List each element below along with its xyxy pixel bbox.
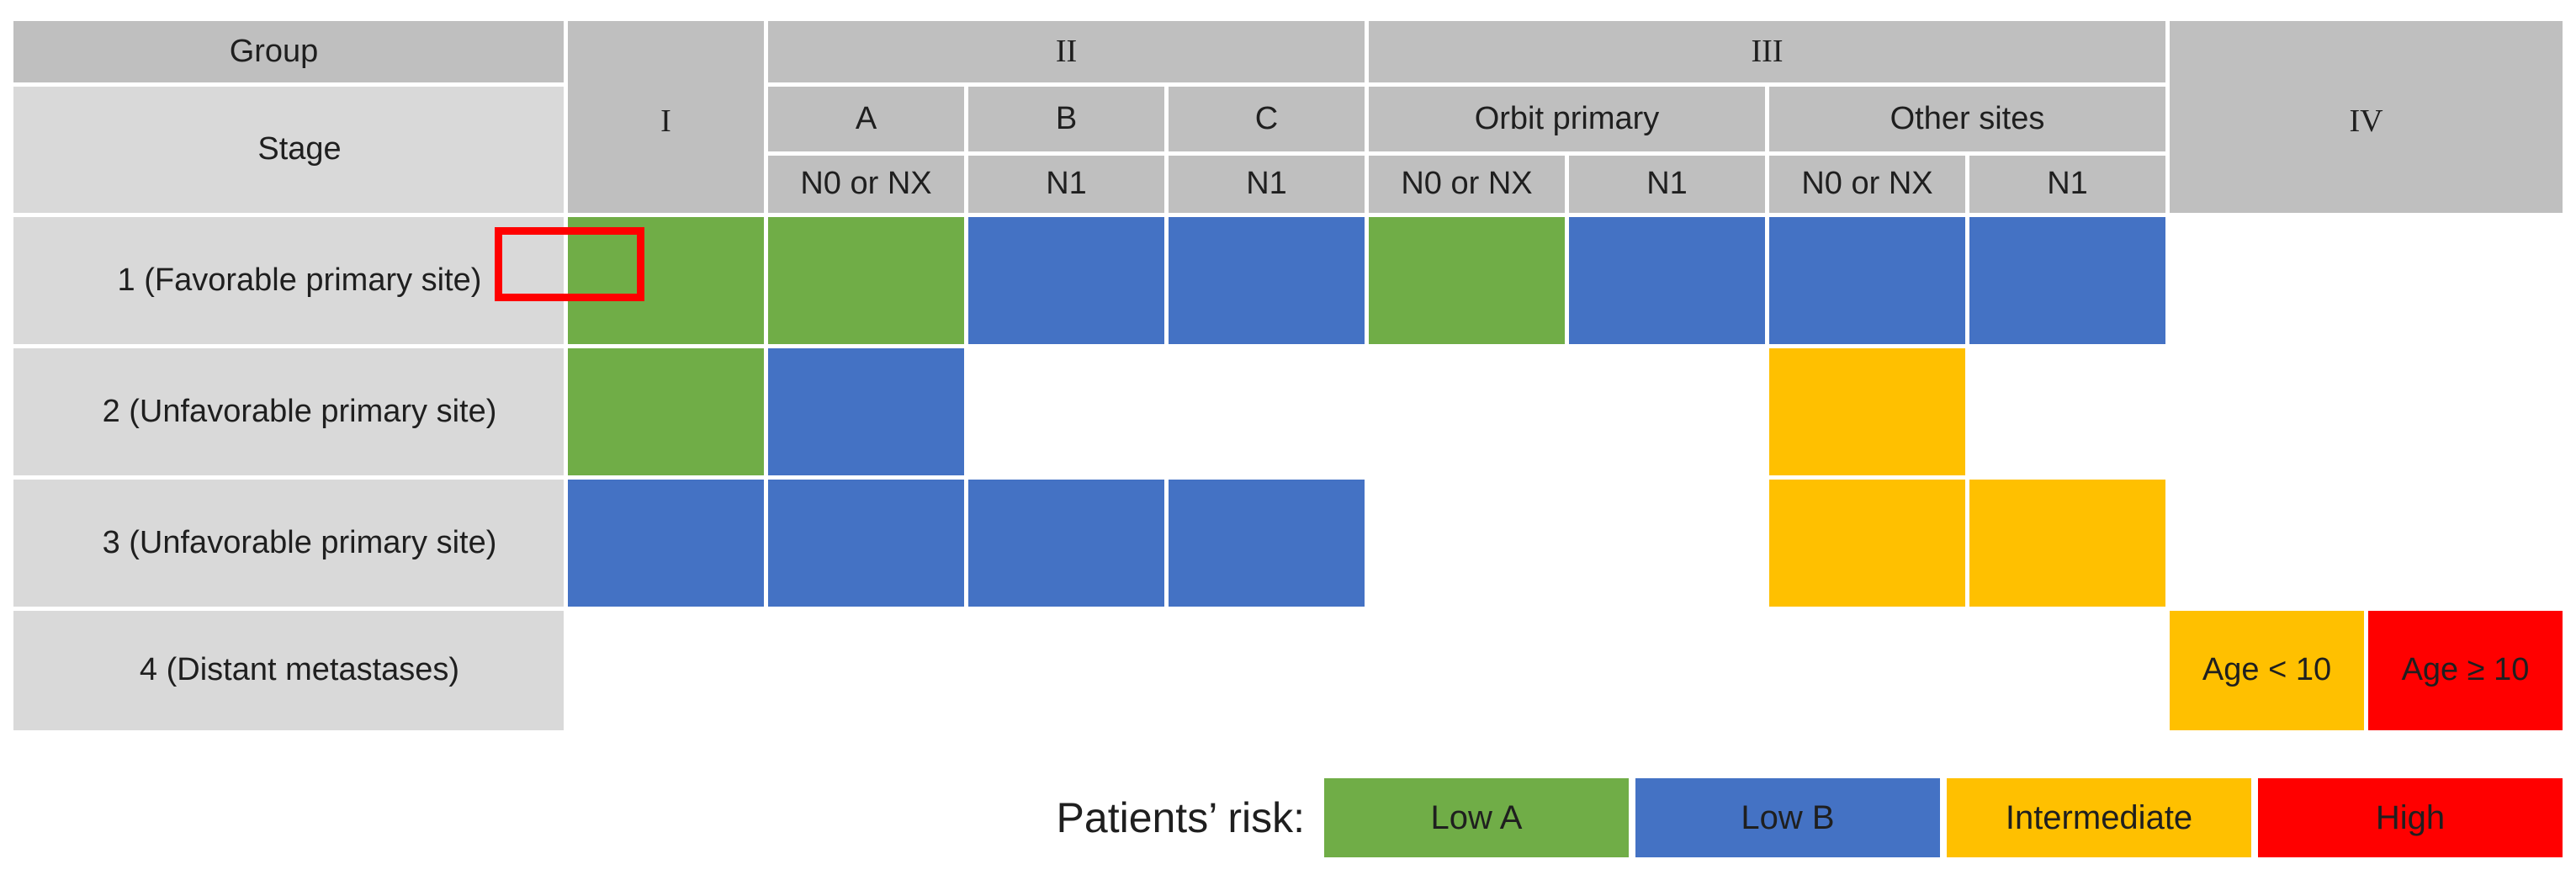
corner-group-label: Group — [13, 21, 564, 82]
corner-stage-label: Stage — [13, 87, 564, 213]
node-header: N1 — [1569, 156, 1765, 213]
legend-swatch-low-a: Low A — [1324, 778, 1629, 857]
risk-cell — [968, 480, 1164, 607]
group-header-I: I — [568, 21, 764, 213]
node-header: N1 — [1169, 156, 1365, 213]
node-header: N0 or NX — [1369, 156, 1565, 213]
stage-row-label: 4 (Distant metastases) — [13, 611, 564, 730]
legend: Patients’ risk: Low A Low B Intermediate Hi… — [0, 778, 2563, 857]
risk-cell — [1969, 480, 2165, 607]
sub-header-orbit-primary: Orbit primary — [1369, 87, 1765, 151]
legend-label: Patients’ risk: — [1056, 794, 1305, 841]
stage-row-label: 1 (Favorable primary site) — [13, 217, 564, 344]
node-header: N1 — [968, 156, 1164, 213]
node-header: N0 or NX — [768, 156, 964, 213]
risk-cell — [568, 480, 764, 607]
risk-cell — [768, 480, 964, 607]
highlight-rectangle — [495, 227, 644, 301]
risk-cell — [1769, 348, 1965, 475]
risk-cell — [968, 217, 1164, 344]
sub-header-c: C — [1169, 87, 1365, 151]
risk-cell — [1769, 480, 1965, 607]
group-header-III: III — [1369, 21, 2165, 82]
stage-row-label: 2 (Unfavorable primary site) — [13, 348, 564, 475]
risk-cell — [1969, 217, 2165, 344]
group-header-II: II — [768, 21, 1365, 82]
risk-cell-labeled: Age < 10 — [2170, 611, 2364, 730]
risk-cell-labeled: Age ≥ 10 — [2368, 611, 2563, 730]
legend-items: Low A Low B Intermediate High — [1324, 778, 2563, 857]
node-header: N0 or NX — [1769, 156, 1965, 213]
risk-cell — [1169, 217, 1365, 344]
legend-swatch-intermediate: Intermediate — [1947, 778, 2251, 857]
stage-row-label: 3 (Unfavorable primary site) — [13, 480, 564, 607]
risk-cell — [1369, 217, 1565, 344]
sub-header-b: B — [968, 87, 1164, 151]
risk-cell — [1169, 480, 1365, 607]
sub-header-other-sites: Other sites — [1769, 87, 2165, 151]
risk-cell — [768, 217, 964, 344]
risk-cell — [568, 348, 764, 475]
legend-swatch-high: High — [2258, 778, 2563, 857]
group-header-IV: IV — [2170, 21, 2563, 213]
node-header: N1 — [1969, 156, 2165, 213]
risk-cell — [568, 217, 764, 344]
legend-swatch-low-b: Low B — [1635, 778, 1940, 857]
risk-table: Group Stage I II III IV A B C Orbit primary Other … — [13, 21, 2563, 730]
risk-cell — [1769, 217, 1965, 344]
sub-header-a: A — [768, 87, 964, 151]
risk-cell — [1569, 217, 1765, 344]
risk-cell — [768, 348, 964, 475]
